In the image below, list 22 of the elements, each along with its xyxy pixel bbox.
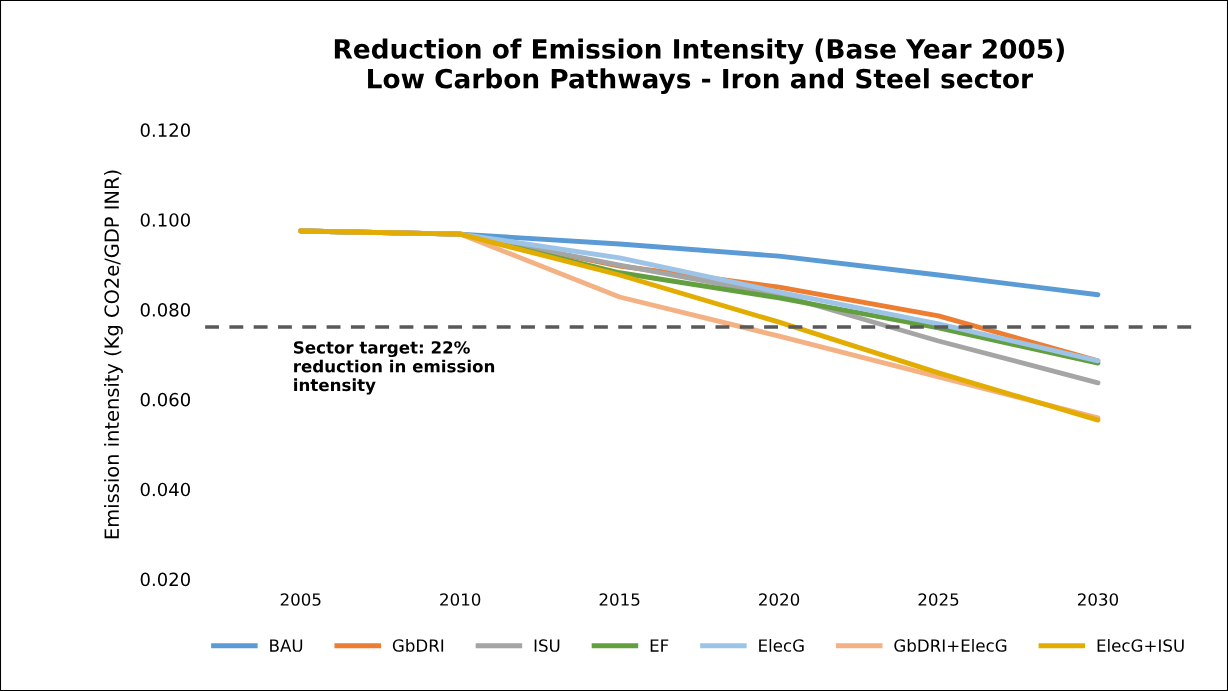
x-tick-label: 2030: [1077, 593, 1119, 606]
x-tick-label: 2020: [759, 593, 800, 606]
legend-label: ElecG: [759, 638, 804, 652]
y-tick-label: 0.060: [140, 392, 190, 407]
x-tick-label: 2015: [599, 593, 640, 606]
x-tick-label: 2005: [280, 593, 321, 606]
legend-label: EF: [650, 639, 669, 652]
x-tick-label: 2025: [918, 593, 959, 606]
x-tick-label: 2010: [440, 593, 481, 606]
y-tick-label: 0.120: [140, 123, 190, 138]
y-tick-label: 0.080: [140, 303, 190, 317]
chart-title: Reduction of Emission Intensity (Base Year 2005) Low Carbon Pathways - Iron and Steel sector: [334, 38, 1064, 94]
y-axis-title: Emission intensity (Kg CO2e/GDP INR): [104, 170, 123, 539]
legend-label: GbDRI: [392, 638, 444, 652]
y-tick-label: 0.040: [140, 482, 190, 497]
legend-label: ISU: [534, 639, 560, 652]
y-tick-label: 0.100: [140, 213, 190, 227]
legend-label: BAU: [270, 639, 303, 652]
annotation: Sector target: 22% reduction in emission intensity: [293, 341, 495, 395]
y-tick-label: 0.020: [140, 572, 190, 587]
legend-label: GbDRI+ElecG: [894, 638, 1007, 652]
legend-label: ElecG+ISU: [1097, 638, 1184, 652]
